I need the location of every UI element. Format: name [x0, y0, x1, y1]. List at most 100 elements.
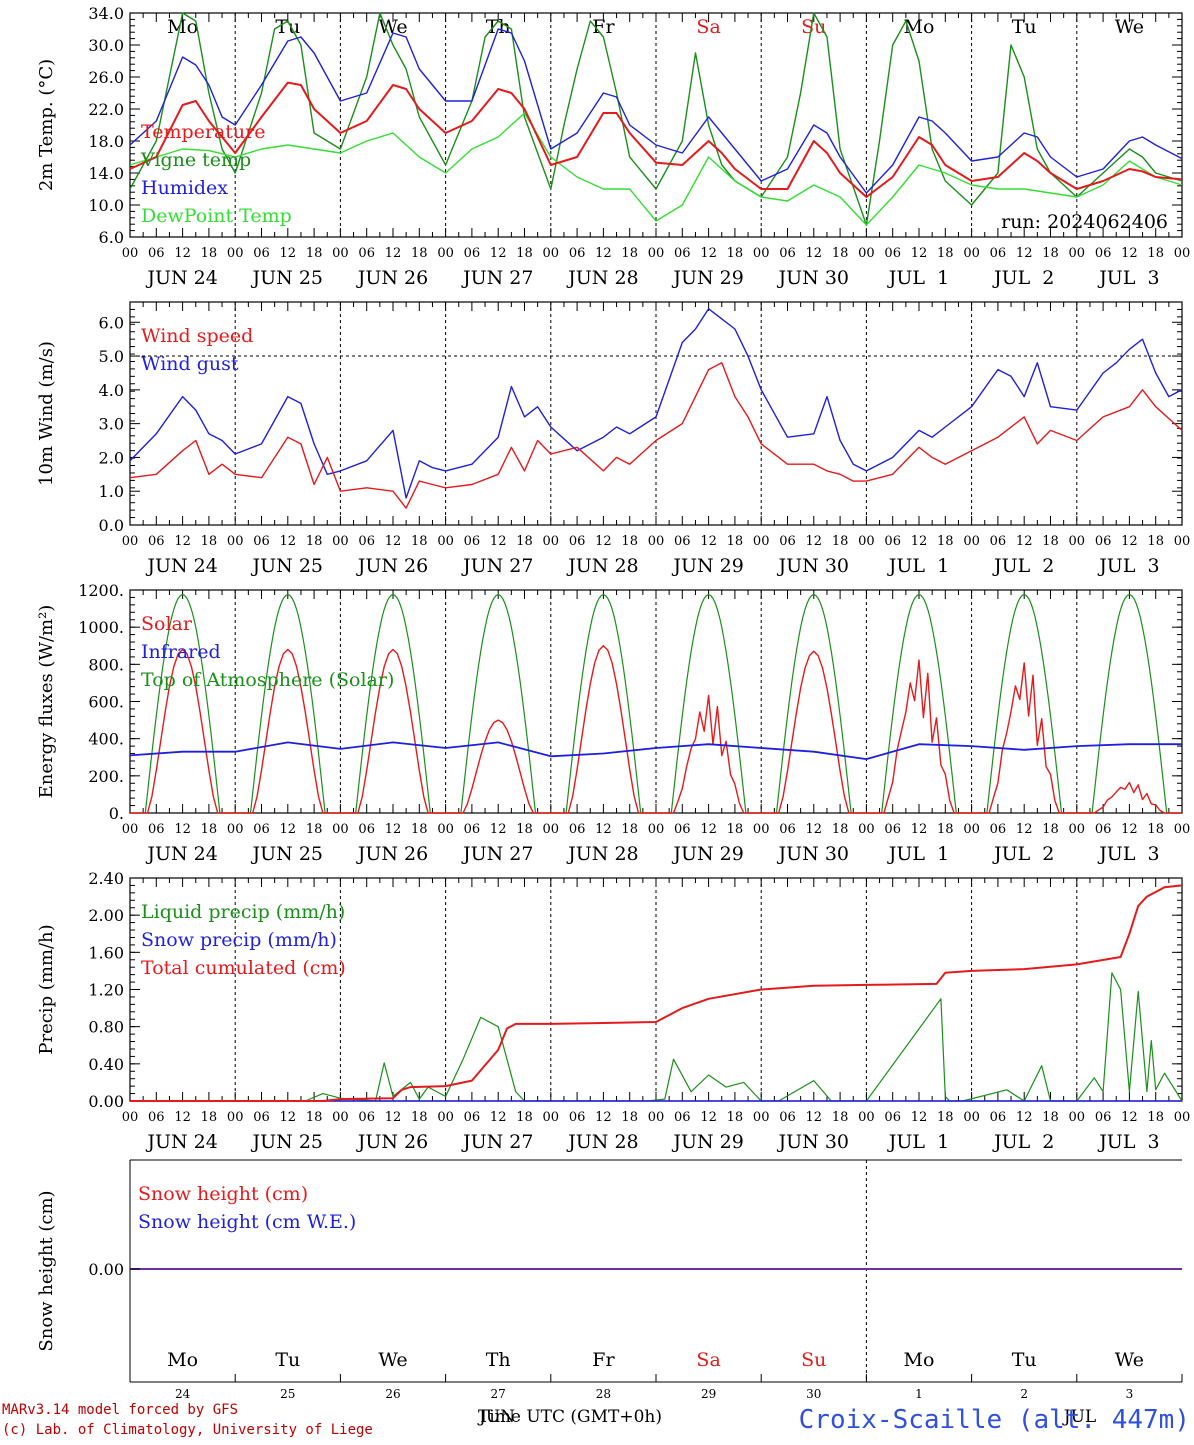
hour-label: 06 — [674, 246, 691, 261]
hour-label: 06 — [569, 822, 586, 837]
y-tick-label: 2.40 — [88, 869, 124, 888]
hour-label: 18 — [1042, 822, 1059, 837]
hour-label: 12 — [385, 534, 402, 549]
precip-panel: 00 06 12 18 00 06 12 18 00 06 12 18 00 06 12 18 00 06 12 18… — [36, 869, 1190, 1153]
day-number: 26 — [385, 1387, 400, 1401]
hour-label: 18 — [1042, 534, 1059, 549]
month-label: JUN — [477, 1407, 515, 1427]
hour-label: 18 — [1147, 534, 1164, 549]
hour-label: 18 — [306, 822, 323, 837]
hour-label: 00 — [963, 1110, 980, 1125]
hour-label: 00 — [332, 822, 349, 837]
hour-label: 12 — [911, 534, 928, 549]
day-label: JUN 29 — [671, 1131, 743, 1153]
weekday-label: Mo — [167, 16, 198, 38]
hour-label: 00 — [648, 822, 665, 837]
hour-label: 06 — [884, 246, 901, 261]
hour-label: 00 — [858, 822, 875, 837]
day-number: 25 — [280, 1387, 295, 1401]
day-label: JUN 27 — [461, 1131, 533, 1153]
legend-entry: Vigne temp — [140, 149, 251, 171]
day-number: 2 — [1020, 1387, 1028, 1401]
day-label: JUN 27 — [461, 555, 533, 577]
hour-label: 06 — [884, 534, 901, 549]
day-number: 29 — [701, 1387, 716, 1401]
hour-label: 12 — [595, 822, 612, 837]
day-label: JUN 25 — [251, 843, 323, 865]
hour-label: 18 — [937, 534, 954, 549]
hour-label: 00 — [437, 822, 454, 837]
hour-label: 00 — [332, 246, 349, 261]
day-label: JUN 30 — [777, 843, 849, 865]
y-tick-label: 2.0 — [99, 448, 124, 467]
hour-label: 12 — [174, 1110, 191, 1125]
plot-frame — [129, 12, 1183, 238]
day-number: 30 — [806, 1387, 821, 1401]
hour-label: 18 — [411, 1110, 428, 1125]
hour-label: 00 — [648, 534, 665, 549]
legend-entry: DewPoint Temp — [141, 205, 292, 227]
hour-label: 18 — [727, 534, 744, 549]
weekday-label: Mo — [904, 1349, 935, 1371]
y-axis-label: 2m Temp. (°C) — [36, 59, 57, 191]
y-tick-label: 6.0 — [99, 313, 124, 332]
hour-label: 06 — [253, 1110, 270, 1125]
hour-label: 06 — [990, 822, 1007, 837]
hour-label: 00 — [227, 1110, 244, 1125]
legend-entry: Wind speed — [141, 325, 253, 347]
run-label: run: 2024062406 — [1001, 211, 1168, 233]
legend-entry: Snow precip (mm/h) — [141, 929, 337, 951]
day-label: JUL 3 — [1097, 1131, 1159, 1153]
hour-label: 06 — [569, 534, 586, 549]
day-label: JUN 30 — [777, 1131, 849, 1153]
weekday-label: Mo — [904, 16, 935, 38]
hour-label: 06 — [779, 1110, 796, 1125]
hour-label: 00 — [753, 246, 770, 261]
y-tick-label: 1.0 — [99, 482, 124, 501]
hour-label: 12 — [174, 534, 191, 549]
day-label: JUN 26 — [356, 843, 428, 865]
hour-label: 06 — [990, 246, 1007, 261]
y-tick-label: 0.40 — [88, 1055, 124, 1074]
hour-label: 12 — [911, 822, 928, 837]
legend-entry: Snow height (cm) — [138, 1183, 308, 1205]
series-line-wind-speed — [129, 362, 1183, 509]
hour-label: 18 — [832, 246, 849, 261]
legend-entry: Temperature — [141, 121, 265, 143]
hour-label: 00 — [543, 822, 560, 837]
day-number: 3 — [1126, 1387, 1134, 1401]
hour-label: 18 — [1042, 1110, 1059, 1125]
hour-label: 12 — [385, 246, 402, 261]
y-tick-label: 0.00 — [88, 1092, 124, 1111]
day-label: JUN 25 — [251, 1131, 323, 1153]
hour-label: 18 — [621, 246, 638, 261]
hour-label: 00 — [122, 246, 139, 261]
y-tick-label: 200. — [88, 767, 124, 786]
y-tick-label: 10.0 — [88, 196, 124, 215]
hour-label: 18 — [727, 822, 744, 837]
day-label: JUL 1 — [887, 843, 949, 865]
hour-label: 06 — [148, 1110, 165, 1125]
day-label: JUN 24 — [145, 267, 217, 289]
hour-label: 00 — [543, 1110, 560, 1125]
series-line-infrared — [129, 741, 1182, 760]
hour-label: 00 — [648, 246, 665, 261]
day-label: JUL 2 — [992, 843, 1054, 865]
legend-entry: Infrared — [141, 641, 221, 663]
hour-label: 18 — [1147, 246, 1164, 261]
hour-label: 18 — [411, 822, 428, 837]
hour-label: 06 — [674, 534, 691, 549]
hour-label: 06 — [148, 534, 165, 549]
hour-label: 00 — [753, 1110, 770, 1125]
day-label: JUL 2 — [992, 1131, 1054, 1153]
hour-label: 00 — [963, 822, 980, 837]
temperature-panel: 00 06 12 18 00 06 12 18 00 06 12 18 00 06 12 18 00 06 12 18… — [36, 4, 1190, 289]
day-label: JUN 30 — [777, 267, 849, 289]
day-label: JUL 3 — [1097, 843, 1159, 865]
hour-label: 18 — [937, 246, 954, 261]
y-axis-label: Precip (mm/h) — [36, 924, 57, 1054]
day-label: JUN 28 — [566, 1131, 638, 1153]
hour-label: 18 — [306, 534, 323, 549]
hour-label: 18 — [306, 1110, 323, 1125]
